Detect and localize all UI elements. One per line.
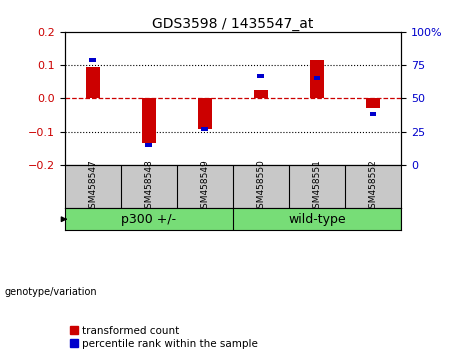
Text: GSM458549: GSM458549 — [200, 159, 209, 214]
Bar — [310, 60, 324, 98]
Title: GDS3598 / 1435547_at: GDS3598 / 1435547_at — [152, 17, 313, 31]
Text: GSM458548: GSM458548 — [144, 159, 153, 214]
Bar — [313, 76, 320, 80]
Bar — [370, 112, 376, 116]
Bar — [89, 58, 96, 62]
Bar — [145, 143, 152, 147]
Text: genotype/variation: genotype/variation — [5, 287, 97, 297]
Bar — [142, 98, 156, 143]
Text: GSM458550: GSM458550 — [256, 159, 266, 214]
Bar — [198, 98, 212, 129]
Bar — [254, 90, 268, 98]
Bar — [86, 67, 100, 98]
Bar — [258, 74, 264, 78]
Text: wild-type: wild-type — [288, 213, 346, 226]
Text: GSM458551: GSM458551 — [313, 159, 321, 214]
Text: GSM458547: GSM458547 — [88, 159, 97, 214]
Text: p300 +/-: p300 +/- — [121, 213, 176, 226]
Bar — [201, 127, 208, 131]
Bar — [366, 98, 380, 108]
Legend: transformed count, percentile rank within the sample: transformed count, percentile rank withi… — [70, 326, 258, 349]
Text: GSM458552: GSM458552 — [368, 159, 378, 214]
